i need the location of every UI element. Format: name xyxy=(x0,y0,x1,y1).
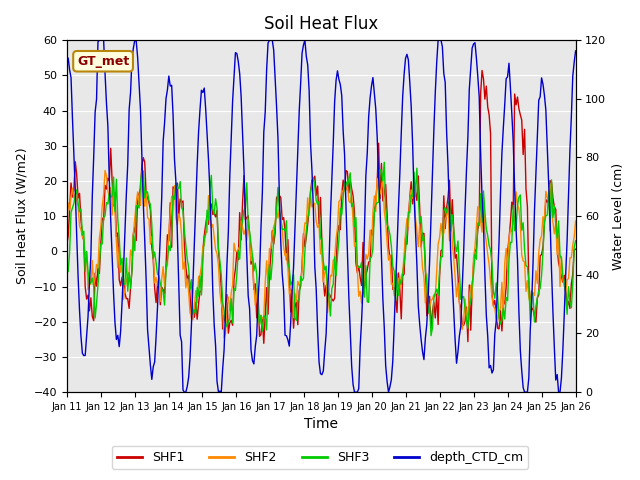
Line: SHF3: SHF3 xyxy=(67,162,575,336)
depth_CTD_cm xyxy=(547,217,554,223)
depth_CTD_cm xyxy=(180,389,188,395)
Y-axis label: Water Level (cm): Water Level (cm) xyxy=(612,163,625,270)
SHF3 xyxy=(240,207,248,213)
depth_CTD_cm xyxy=(243,251,251,257)
Line: depth_CTD_cm: depth_CTD_cm xyxy=(67,40,575,392)
SHF3 xyxy=(63,259,70,265)
depth_CTD_cm xyxy=(572,48,579,54)
SHF2 xyxy=(216,289,224,295)
Line: SHF2: SHF2 xyxy=(67,170,575,338)
SHF3 xyxy=(232,288,239,293)
SHF1 xyxy=(214,248,222,253)
Line: SHF1: SHF1 xyxy=(67,71,575,343)
depth_CTD_cm xyxy=(218,389,225,395)
SHF1 xyxy=(572,246,579,252)
SHF1 xyxy=(478,68,486,73)
depth_CTD_cm xyxy=(95,37,103,43)
X-axis label: Time: Time xyxy=(304,418,338,432)
SHF1 xyxy=(232,266,239,272)
SHF2 xyxy=(127,247,134,253)
SHF1 xyxy=(240,173,248,179)
Title: Soil Heat Flux: Soil Heat Flux xyxy=(264,15,378,33)
SHF2 xyxy=(243,237,251,243)
SHF3 xyxy=(285,265,293,271)
SHF2 xyxy=(288,287,296,293)
Y-axis label: Soil Heat Flux (W/m2): Soil Heat Flux (W/m2) xyxy=(15,148,28,285)
SHF3 xyxy=(125,270,133,276)
SHF2 xyxy=(63,223,70,229)
SHF2 xyxy=(572,218,579,224)
depth_CTD_cm xyxy=(288,287,296,292)
SHF1 xyxy=(63,241,70,247)
depth_CTD_cm xyxy=(63,54,70,60)
SHF2 xyxy=(220,335,228,341)
SHF1 xyxy=(547,178,554,183)
SHF1 xyxy=(260,340,268,346)
Legend: SHF1, SHF2, SHF3, depth_CTD_cm: SHF1, SHF2, SHF3, depth_CTD_cm xyxy=(112,446,528,469)
SHF3 xyxy=(547,228,554,234)
Text: GT_met: GT_met xyxy=(77,55,129,68)
depth_CTD_cm xyxy=(234,59,242,64)
SHF3 xyxy=(380,159,388,165)
SHF2 xyxy=(101,168,109,173)
SHF1 xyxy=(287,309,294,315)
SHF2 xyxy=(547,181,554,187)
SHF2 xyxy=(234,246,242,252)
SHF1 xyxy=(125,306,133,312)
SHF3 xyxy=(427,333,435,338)
SHF3 xyxy=(572,238,579,244)
depth_CTD_cm xyxy=(127,90,134,96)
SHF3 xyxy=(214,245,222,251)
